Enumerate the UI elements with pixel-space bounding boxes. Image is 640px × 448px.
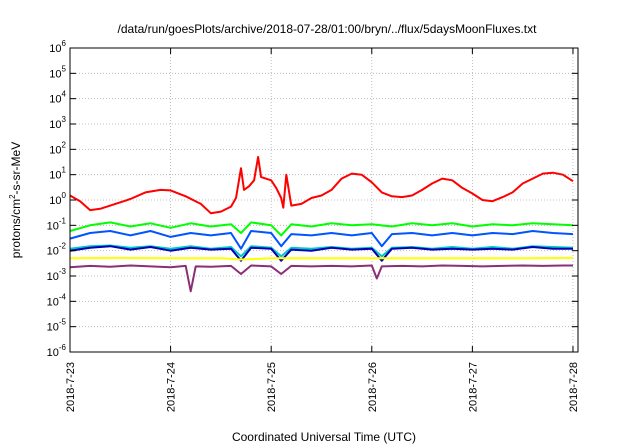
x-tick-label: 2018-7-27 [467, 362, 479, 412]
series-line-6 [69, 256, 574, 261]
y-axis-label-suffix: -s-sr-MeV [9, 142, 23, 195]
plot-frame [69, 47, 579, 353]
x-tick-label: 2018-7-25 [266, 362, 278, 412]
x-tick-label: 2018-7-26 [367, 362, 379, 412]
x-tick-label: 2018-7-24 [166, 362, 178, 412]
y-tick-label: 102 [49, 140, 66, 156]
ticks [69, 47, 578, 353]
grid [69, 48, 578, 352]
y-tick-labels: 10-6 10-5 10-4 10-3 10-2 10-1 100 101 102 103 104 1… [47, 39, 67, 359]
series-line-3 [69, 230, 574, 250]
y-tick-label: 10-1 [47, 216, 67, 232]
x-tick-labels: 2018-7-23 2018-7-24 2018-7-25 2018-7-26 2018… [65, 362, 580, 412]
y-tick-label: 104 [49, 90, 66, 106]
series-line-5 [69, 245, 573, 262]
series-line-1 [69, 156, 574, 215]
y-tick-label: 101 [49, 166, 66, 182]
series-line-7 [69, 264, 573, 293]
chart-title: /data/run/goesPlots/archive/2018-07-28/0… [118, 22, 538, 36]
y-tick-label: 10-4 [47, 292, 67, 308]
y-tick-label: 103 [49, 115, 66, 131]
y-tick-label: 10-3 [47, 267, 67, 283]
x-tick-label: 2018-7-23 [65, 362, 77, 412]
y-axis-label-exponent: 2 [8, 194, 17, 199]
y-tick-label: 10-6 [47, 343, 67, 359]
x-tick-label: 2018-7-28 [568, 362, 580, 412]
y-axis-label-prefix: protons/cm [9, 199, 23, 258]
x-axis-label: Coordinated Universal Time (UTC) [232, 430, 416, 444]
y-tick-label: 10-5 [47, 318, 67, 334]
y-tick-label: 106 [49, 39, 66, 55]
y-tick-label: 10-2 [47, 242, 67, 258]
y-axis-label: protons/cm2-s-sr-MeV [8, 142, 23, 258]
series-group [69, 156, 574, 293]
y-tick-label: 105 [49, 64, 66, 80]
series-line-2 [69, 221, 574, 237]
series-line-4 [69, 244, 574, 258]
y-tick-label: 100 [49, 191, 66, 207]
